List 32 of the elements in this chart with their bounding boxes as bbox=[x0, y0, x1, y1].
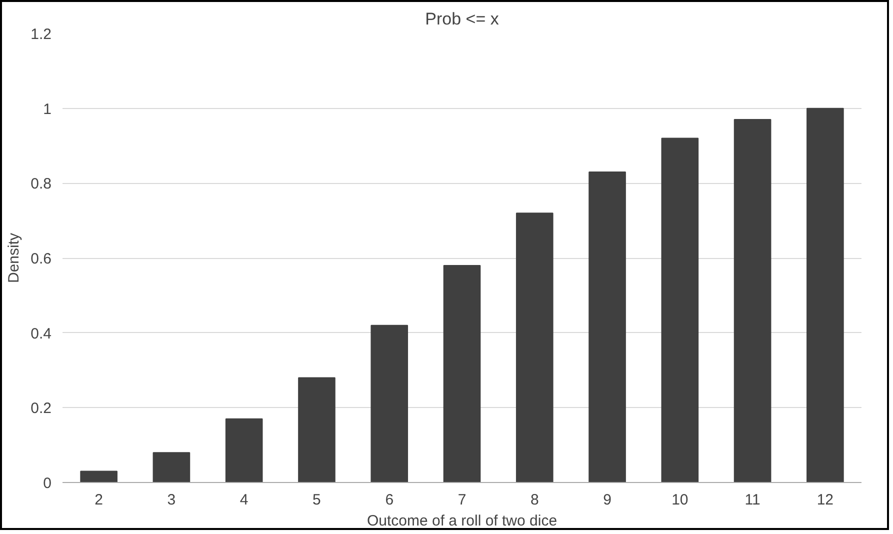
x-tick-label: 2 bbox=[94, 492, 103, 508]
x-tick-label: 12 bbox=[816, 492, 834, 508]
y-tick-label: 1 bbox=[43, 100, 52, 118]
x-axis-title: Outcome of a roll of two dice bbox=[366, 512, 558, 530]
y-tick-label: 1.2 bbox=[30, 26, 52, 43]
x-tick-label: 9 bbox=[603, 492, 612, 508]
bar bbox=[588, 171, 626, 482]
y-tick-label: 0 bbox=[43, 475, 52, 492]
x-tick-label: 7 bbox=[458, 492, 466, 508]
bar bbox=[370, 324, 408, 482]
y-tick-label: 0.8 bbox=[30, 176, 52, 193]
x-tick-label: 8 bbox=[530, 492, 539, 508]
bar bbox=[516, 212, 554, 482]
x-tick-label: 3 bbox=[167, 492, 176, 508]
bar bbox=[661, 138, 699, 482]
y-tick-label: 0.4 bbox=[30, 325, 52, 342]
chart-title: Prob <= x bbox=[425, 10, 500, 28]
y-axis-title: Density bbox=[6, 232, 23, 284]
bar bbox=[80, 470, 118, 482]
y-tick-label: 0.2 bbox=[30, 400, 52, 418]
x-tick-label: 5 bbox=[312, 492, 321, 508]
bar bbox=[734, 119, 772, 482]
bar bbox=[225, 418, 263, 482]
y-tick-label: 0.6 bbox=[30, 250, 52, 268]
x-tick-label: 6 bbox=[385, 492, 394, 508]
bar bbox=[298, 377, 336, 482]
x-tick-label: 10 bbox=[672, 492, 688, 508]
bar bbox=[806, 108, 844, 482]
bar bbox=[443, 264, 481, 482]
x-tick-label: 11 bbox=[744, 492, 760, 508]
bar bbox=[152, 452, 190, 482]
x-tick-label: 4 bbox=[240, 492, 248, 508]
